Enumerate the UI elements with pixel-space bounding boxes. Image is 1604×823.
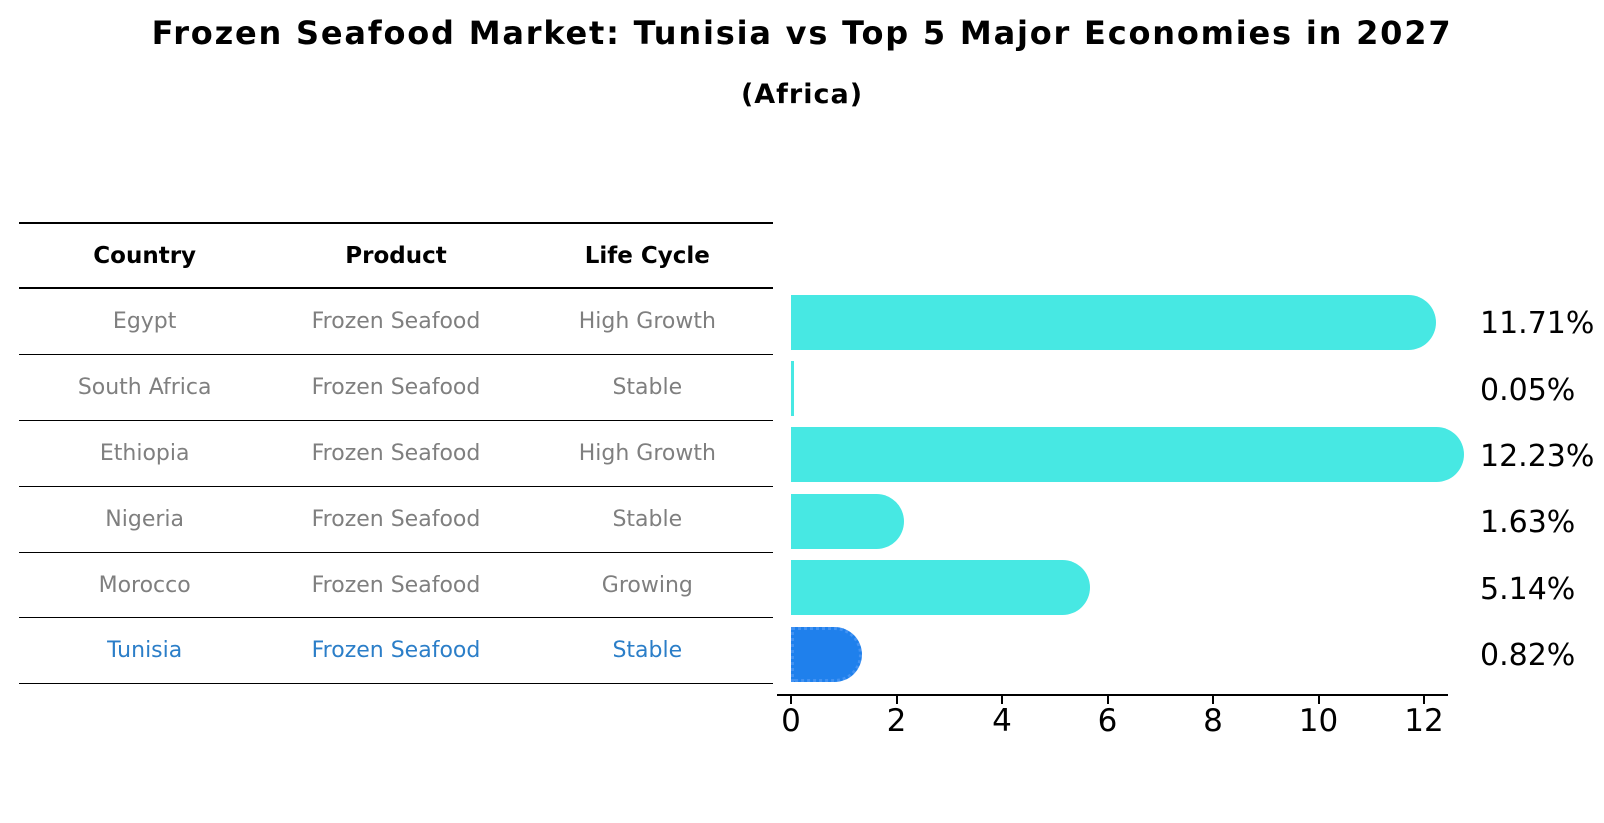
column-header-country: Country <box>93 242 197 269</box>
column-header-product: Product <box>345 242 447 269</box>
column-header-life-cycle: Life Cycle <box>584 242 710 269</box>
tick-mark <box>1423 696 1425 704</box>
x-axis-tick-label: 12 <box>1404 703 1444 739</box>
bar-south-africa <box>791 361 794 416</box>
value-label-egypt: 11.71% <box>1480 306 1595 342</box>
cell-life-cycle: High Growth <box>578 440 716 466</box>
table-row-south-africa: South Africa Frozen Seafood Stable <box>19 355 773 421</box>
cell-product: Frozen Seafood <box>311 440 481 466</box>
value-label-ethiopia: 12.23% <box>1480 438 1595 474</box>
table-header-row: Country Product Life Cycle <box>19 224 773 289</box>
cell-life-cycle: Growing <box>601 572 693 598</box>
cell-product: Frozen Seafood <box>311 374 481 400</box>
x-axis-tick-label: 8 <box>1203 703 1223 739</box>
cell-life-cycle: Stable <box>612 638 683 664</box>
cell-country: Egypt <box>112 308 177 334</box>
x-axis-line <box>777 694 1448 697</box>
value-label-morocco: 5.14% <box>1480 571 1576 607</box>
cell-country: Tunisia <box>107 638 183 664</box>
cell-life-cycle: Stable <box>612 374 683 400</box>
table-row-morocco: Morocco Frozen Seafood Growing <box>19 553 773 619</box>
value-label-south-africa: 0.05% <box>1480 372 1576 408</box>
cell-country: South Africa <box>77 374 212 400</box>
x-axis-tick-label: 10 <box>1298 703 1339 739</box>
value-label-nigeria: 1.63% <box>1480 505 1576 541</box>
x-axis-tick-label: 4 <box>992 703 1012 739</box>
x-axis-tick-label: 0 <box>781 703 801 739</box>
chart-subtitle: (Africa) <box>740 79 864 110</box>
x-axis-tick-label: 6 <box>1097 703 1118 739</box>
cell-country: Nigeria <box>105 506 185 532</box>
cell-life-cycle: Stable <box>612 506 683 532</box>
cell-product: Frozen Seafood <box>311 308 481 334</box>
table-row-ethiopia: Ethiopia Frozen Seafood High Growth <box>19 421 773 487</box>
table-row-tunisia: Tunisia Frozen Seafood Stable <box>19 618 773 685</box>
tick-mark <box>1106 696 1109 704</box>
cell-country: Ethiopia <box>99 440 190 466</box>
x-axis-tick-label: 2 <box>886 703 907 739</box>
table-row-nigeria: Nigeria Frozen Seafood Stable <box>19 487 773 553</box>
tick-mark <box>1212 696 1214 704</box>
tick-mark <box>1317 696 1320 704</box>
bar-nigeria <box>791 493 905 549</box>
table-row-egypt: Egypt Frozen Seafood High Growth <box>19 289 773 355</box>
tick-mark <box>895 696 898 704</box>
cell-country: Morocco <box>98 572 191 598</box>
value-label-tunisia: 0.82% <box>1480 638 1576 674</box>
bar-ethiopia <box>791 427 1464 483</box>
bar-egypt <box>791 294 1437 350</box>
cell-life-cycle: High Growth <box>578 308 716 334</box>
bar-tunisia <box>791 626 862 682</box>
tick-mark <box>790 696 792 704</box>
cell-product: Frozen Seafood <box>311 506 481 532</box>
country-table: Country Product Life Cycle Egypt Frozen … <box>19 222 773 685</box>
cell-product: Frozen Seafood <box>311 572 481 598</box>
cell-product: Frozen Seafood <box>311 638 481 664</box>
bar-morocco <box>791 560 1090 616</box>
chart-title: Frozen Seafood Market: Tunisia vs Top 5 … <box>151 14 1453 52</box>
tick-mark <box>1001 696 1003 704</box>
